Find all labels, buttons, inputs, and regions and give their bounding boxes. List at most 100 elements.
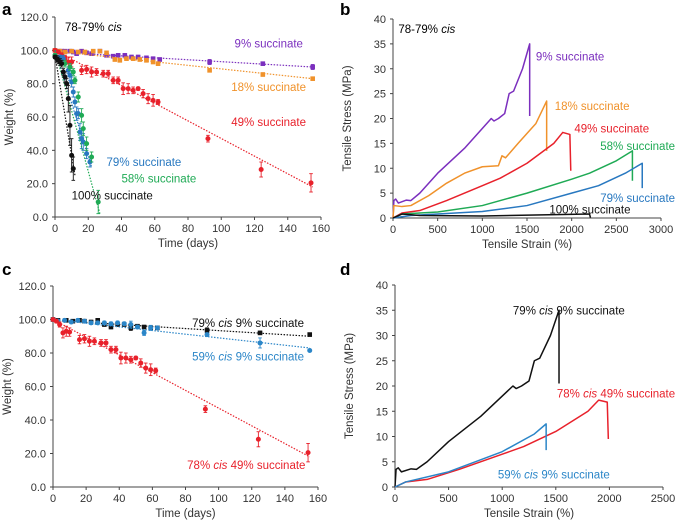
y-tick-label: 60.0: [25, 382, 46, 394]
y-tick-label: 120.0: [18, 281, 46, 293]
x-tick-label: 160: [312, 223, 330, 235]
label-part: 9% succinate: [538, 469, 610, 481]
series-18-succinate: 18% succinate: [392, 100, 629, 219]
label-part: 78%: [187, 460, 213, 472]
data-point: [202, 406, 208, 412]
x-tick-label: 20: [80, 493, 92, 505]
label-part: 79%: [192, 318, 218, 330]
y-tick-label: 20: [376, 381, 388, 393]
x-tick-label: 100: [212, 223, 230, 235]
x-tick-label: 140: [276, 493, 294, 505]
series-58-succinate: 58% succinate: [392, 141, 675, 219]
data-point: [82, 49, 88, 55]
data-point: [103, 340, 109, 346]
data-point: [150, 56, 156, 61]
data-point: [53, 318, 59, 324]
annotation-text: 78-79%: [65, 22, 108, 34]
series-line: [394, 309, 560, 488]
y-tick-label: 40: [376, 280, 388, 292]
data-point: [260, 61, 266, 66]
x-tick-label: 80: [182, 223, 194, 235]
data-point: [308, 180, 314, 186]
y-tick-label: 35: [374, 39, 386, 51]
series-49-succinate: 49% succinate: [392, 123, 649, 219]
data-point: [84, 141, 90, 147]
data-point: [104, 50, 109, 56]
data-point: [94, 69, 100, 75]
data-point: [77, 337, 82, 343]
data-point: [108, 347, 114, 353]
data-point: [79, 48, 84, 54]
data-point: [145, 96, 151, 102]
series-label: 58% succinate: [122, 174, 197, 186]
y-tick-label: 10: [374, 163, 386, 175]
data-point: [155, 61, 161, 66]
series-label: 79% cis 9% succinate: [192, 318, 304, 330]
data-point: [115, 77, 121, 83]
data-point: [204, 332, 210, 338]
data-point: [59, 61, 65, 67]
y-tick-label: 35: [376, 305, 388, 317]
data-point: [79, 67, 85, 73]
data-point: [70, 89, 76, 95]
series-label: 78% cis 49% succinate: [187, 460, 305, 472]
series-line: [392, 131, 572, 219]
x-tick-label: 0: [50, 493, 56, 505]
series-line: [392, 150, 634, 219]
series-59-cis-9-succinate: 59% cis 9% succinate: [394, 423, 610, 488]
data-point: [89, 154, 95, 160]
data-point: [67, 122, 73, 128]
y-tick-label: 20.0: [25, 449, 46, 461]
x-axis-label: Time (days): [155, 508, 215, 520]
data-point: [137, 57, 143, 62]
label-part: 49% succinate: [227, 460, 305, 472]
data-point: [257, 330, 263, 336]
y-tick-label: 5: [380, 188, 386, 200]
y-tick-label: 5: [382, 457, 388, 469]
data-point: [310, 76, 315, 81]
label-part: cis: [583, 389, 597, 401]
series-label: 100% succinate: [549, 205, 630, 217]
chart-panel-a: a 0 20 40 60 80 100 120 140 160 0.0 20.0 40.0 60.0 80.…: [2, 0, 330, 250]
trend-line: [54, 55, 76, 176]
data-point: [55, 49, 61, 55]
chart-panel-b: b 0 500 1000 1500 2000 2500 3000 0 5 10 15 20 25 30 35 4…: [340, 0, 675, 251]
chart-annotation-title: 78-79% cis: [398, 24, 455, 36]
label-part: 9% succinate: [232, 318, 304, 330]
data-point: [105, 71, 111, 77]
label-part: 59%: [498, 469, 524, 481]
series-line: [394, 423, 547, 488]
y-tick-label: 0: [380, 213, 386, 225]
data-point: [144, 55, 149, 61]
data-point: [100, 71, 106, 77]
y-tick-label: 40.0: [25, 415, 46, 427]
y-tick-label: 80.0: [27, 79, 48, 91]
x-tick-label: 2500: [651, 493, 675, 505]
x-tick-label: 0: [392, 493, 398, 505]
data-point: [70, 69, 76, 75]
series-line: [392, 100, 548, 219]
data-point: [133, 355, 139, 361]
data-point: [117, 58, 123, 63]
label-part: cis: [213, 460, 227, 472]
data-point: [148, 325, 154, 331]
annotation-italic: cis: [108, 22, 122, 34]
y-tick-label: 15: [374, 138, 386, 150]
data-point: [121, 321, 127, 327]
data-point: [75, 317, 81, 323]
data-point: [67, 64, 73, 70]
data-point: [135, 54, 141, 60]
data-point: [84, 67, 90, 72]
x-tick-label: 3000: [649, 224, 673, 236]
series-78-cis-49-succinate: 78% cis 49% succinate: [394, 389, 675, 488]
data-point: [128, 357, 134, 363]
label-part: 9% succinate: [232, 351, 304, 363]
x-tick-label: 60: [149, 223, 161, 235]
data-point: [122, 53, 128, 58]
data-point: [134, 324, 140, 330]
trend-line: [54, 51, 313, 68]
data-point: [141, 330, 147, 336]
y-tick-label: 40.0: [27, 145, 48, 157]
data-point: [115, 53, 121, 58]
annotation-text: 78-79%: [398, 24, 441, 36]
